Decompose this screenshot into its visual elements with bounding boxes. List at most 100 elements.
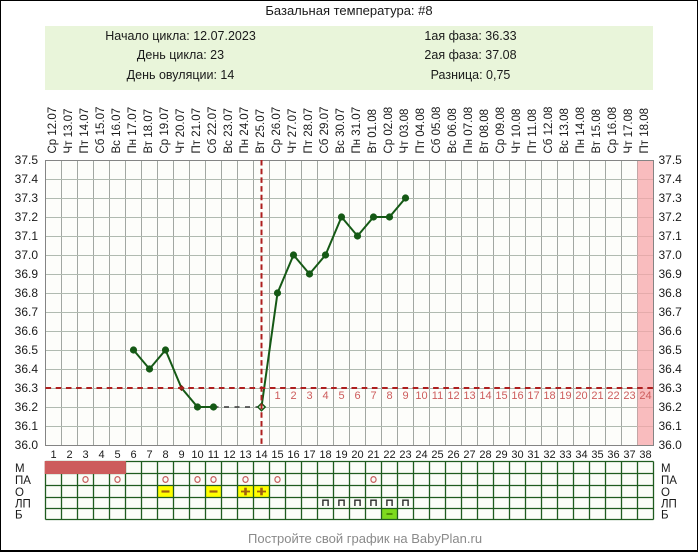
svg-text:21: 21 xyxy=(591,390,603,402)
svg-text:18: 18 xyxy=(543,390,555,402)
svg-text:Ср 12.07: Ср 12.07 xyxy=(47,107,59,154)
svg-text:2: 2 xyxy=(290,390,296,402)
svg-text:33: 33 xyxy=(559,449,571,461)
svg-text:36.4: 36.4 xyxy=(659,362,683,376)
svg-text:Сб 12.08: Сб 12.08 xyxy=(543,107,555,154)
svg-text:2: 2 xyxy=(66,449,72,461)
svg-text:Чт 17.08: Чт 17.08 xyxy=(623,109,635,154)
svg-text:37.5: 37.5 xyxy=(15,153,39,167)
svg-text:5: 5 xyxy=(114,449,120,461)
svg-text:Чт 20.07: Чт 20.07 xyxy=(175,109,187,154)
svg-text:36.6: 36.6 xyxy=(659,324,683,338)
svg-text:3: 3 xyxy=(306,390,312,402)
svg-text:29: 29 xyxy=(495,449,507,461)
svg-text:19: 19 xyxy=(335,449,347,461)
svg-text:Пт 04.08: Пт 04.08 xyxy=(415,108,427,154)
svg-text:36.2: 36.2 xyxy=(15,400,39,414)
svg-text:Ср 26.07: Ср 26.07 xyxy=(271,107,283,154)
svg-text:37: 37 xyxy=(623,449,635,461)
svg-text:27: 27 xyxy=(463,449,475,461)
svg-text:Вс 16.07: Вс 16.07 xyxy=(111,108,123,153)
svg-text:Чт 27.07: Чт 27.07 xyxy=(287,109,299,154)
svg-text:Пт 21.07: Пт 21.07 xyxy=(191,108,203,154)
svg-text:Пн 17.07: Пн 17.07 xyxy=(127,107,139,154)
svg-text:13: 13 xyxy=(239,449,251,461)
svg-text:Чт 13.07: Чт 13.07 xyxy=(63,109,75,154)
svg-text:17: 17 xyxy=(527,390,539,402)
svg-text:10: 10 xyxy=(191,449,203,461)
svg-text:О: О xyxy=(661,487,670,499)
svg-text:Пт 14.07: Пт 14.07 xyxy=(79,108,91,154)
svg-text:13: 13 xyxy=(463,390,475,402)
svg-text:15: 15 xyxy=(271,449,283,461)
svg-text:ПА: ПА xyxy=(661,475,677,487)
svg-text:37.2: 37.2 xyxy=(15,210,39,224)
svg-text:Вт 08.08: Вт 08.08 xyxy=(479,109,491,154)
svg-text:23: 23 xyxy=(623,390,635,402)
svg-text:4: 4 xyxy=(98,449,104,461)
svg-text:М: М xyxy=(661,463,671,475)
svg-text:36.3: 36.3 xyxy=(659,381,683,395)
svg-text:Б: Б xyxy=(661,510,669,522)
svg-text:8: 8 xyxy=(162,449,168,461)
svg-text:Пт 11.08: Пт 11.08 xyxy=(527,109,539,154)
svg-text:Сб 15.07: Сб 15.07 xyxy=(95,107,107,154)
svg-text:36.5: 36.5 xyxy=(659,343,683,357)
svg-text:37.5: 37.5 xyxy=(659,153,683,167)
svg-text:23: 23 xyxy=(399,449,411,461)
svg-text:37.0: 37.0 xyxy=(659,248,683,262)
svg-text:14: 14 xyxy=(479,390,491,402)
svg-text:36.8: 36.8 xyxy=(659,286,683,300)
svg-text:О: О xyxy=(15,487,24,499)
svg-text:Сб 29.07: Сб 29.07 xyxy=(319,107,331,154)
svg-text:Пт 18.08: Пт 18.08 xyxy=(639,108,651,154)
svg-text:Ср 16.08: Ср 16.08 xyxy=(607,107,619,154)
svg-text:16: 16 xyxy=(511,390,523,402)
svg-text:14: 14 xyxy=(255,449,267,461)
svg-text:36.3: 36.3 xyxy=(15,381,39,395)
svg-text:1: 1 xyxy=(50,449,56,461)
svg-text:35: 35 xyxy=(591,449,603,461)
svg-text:25: 25 xyxy=(431,449,443,461)
svg-text:6: 6 xyxy=(130,449,136,461)
svg-text:Вс 13.08: Вс 13.08 xyxy=(559,108,571,153)
svg-text:10: 10 xyxy=(415,390,427,402)
svg-text:37.3: 37.3 xyxy=(659,191,683,205)
svg-text:Ср 09.08: Ср 09.08 xyxy=(495,107,507,154)
svg-text:22: 22 xyxy=(383,449,395,461)
svg-text:9: 9 xyxy=(402,390,408,402)
svg-text:Ср 19.07: Ср 19.07 xyxy=(159,107,171,154)
svg-text:Ср 02.08: Ср 02.08 xyxy=(383,107,395,154)
svg-text:36.1: 36.1 xyxy=(659,419,683,433)
svg-text:Вс 30.07: Вс 30.07 xyxy=(335,108,347,153)
svg-text:24: 24 xyxy=(639,390,651,402)
svg-text:36.6: 36.6 xyxy=(15,324,39,338)
svg-text:ЛП: ЛП xyxy=(661,499,677,511)
svg-text:Вс 06.08: Вс 06.08 xyxy=(447,108,459,153)
svg-text:Вт 18.07: Вт 18.07 xyxy=(143,109,155,154)
svg-text:37.1: 37.1 xyxy=(15,229,39,243)
svg-text:30: 30 xyxy=(511,449,523,461)
svg-text:11: 11 xyxy=(432,390,443,402)
svg-text:Вт 15.08: Вт 15.08 xyxy=(591,109,603,154)
svg-text:ПА: ПА xyxy=(15,475,31,487)
svg-text:ЛП: ЛП xyxy=(15,499,31,511)
svg-text:Чт 03.08: Чт 03.08 xyxy=(399,109,411,154)
svg-text:32: 32 xyxy=(543,449,555,461)
svg-text:37.2: 37.2 xyxy=(659,210,683,224)
svg-text:9: 9 xyxy=(178,449,184,461)
svg-text:15: 15 xyxy=(495,390,507,402)
svg-text:36.8: 36.8 xyxy=(15,286,39,300)
svg-text:8: 8 xyxy=(386,390,392,402)
svg-text:24: 24 xyxy=(415,449,427,461)
svg-text:Сб 05.08: Сб 05.08 xyxy=(431,107,443,154)
svg-text:36.2: 36.2 xyxy=(659,400,683,414)
svg-text:20: 20 xyxy=(575,390,587,402)
svg-text:5: 5 xyxy=(338,390,344,402)
svg-text:11: 11 xyxy=(208,449,219,461)
svg-text:7: 7 xyxy=(146,449,152,461)
svg-text:Сб 22.07: Сб 22.07 xyxy=(207,107,219,154)
svg-text:36.9: 36.9 xyxy=(659,267,683,281)
svg-text:Б: Б xyxy=(15,510,23,522)
svg-text:37.1: 37.1 xyxy=(659,229,683,243)
